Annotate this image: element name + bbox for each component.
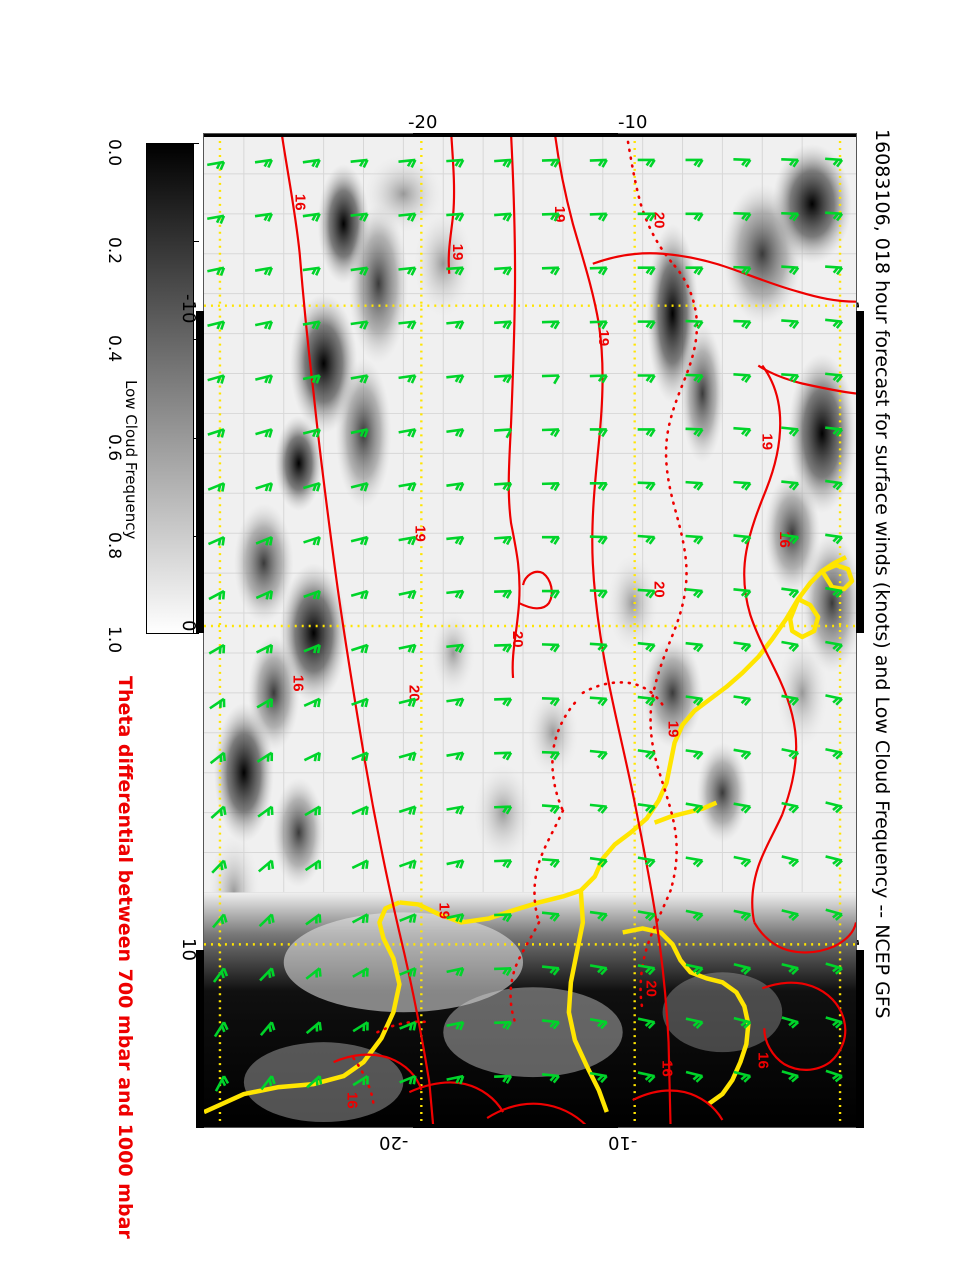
svg-text:16: 16 (344, 1092, 361, 1109)
svg-text:20: 20 (405, 685, 422, 702)
svg-text:19: 19 (595, 330, 612, 347)
axis-bottom-tick-label-0: -20 (379, 1132, 409, 1153)
colorbar-tick-label-2: 0.4 (104, 335, 124, 363)
plot-canvas: 16 19 19 20 19 19 20 20 16 20 16 19 19 1… (204, 134, 856, 1127)
colorbar-tick-label-1: 0.2 (104, 237, 124, 265)
map-gridlines-yellow (204, 134, 856, 1127)
colorbar-tick-label-0: 0.0 (104, 139, 124, 167)
svg-text:16: 16 (290, 675, 307, 692)
colorbar-label: Low Cloud Frequency (122, 380, 140, 540)
colorbar-tick (194, 633, 199, 634)
axis-bottom-bar (413, 1124, 618, 1128)
map-left-edge-bar (196, 311, 204, 633)
svg-text:20: 20 (651, 581, 668, 598)
axis-top-tick-label-1: -10 (618, 112, 648, 133)
weather-map-plot[interactable]: 16 19 19 20 19 19 20 20 16 20 16 19 19 1… (203, 133, 857, 1128)
colorbar-tick-label-3: 0.6 (104, 434, 124, 462)
svg-text:19: 19 (758, 433, 775, 450)
annotation-theta-differential: Theta differential between 700 mbar and … (114, 676, 136, 1239)
svg-text:19: 19 (449, 244, 466, 261)
colorbar-gradient (146, 143, 194, 634)
map-right-edge-bar-lower (856, 950, 864, 1128)
svg-text:19: 19 (435, 902, 452, 919)
svg-text:19: 19 (665, 721, 682, 738)
svg-text:16: 16 (754, 1052, 771, 1069)
contour-labels: 16 19 19 20 19 19 20 20 16 20 16 19 19 1… (290, 194, 793, 1109)
colorbar (146, 143, 199, 634)
svg-text:20: 20 (509, 631, 526, 648)
plot-svg: 16 19 19 20 19 19 20 20 16 20 16 19 19 1… (204, 134, 856, 1127)
colorbar-tick-label-4: 0.8 (104, 532, 124, 560)
axis-bottom-tick-label-1: -10 (608, 1132, 638, 1153)
svg-text:16: 16 (659, 1060, 676, 1077)
theta-contours-solid (280, 134, 856, 1127)
page-title: 16083106, 018 hour forecast for surface … (871, 129, 893, 1019)
coastline (204, 555, 855, 1115)
colorbar-tick (194, 241, 199, 242)
map-left-edge-bar-lower (196, 950, 204, 1128)
map-right-edge-bar (856, 311, 864, 633)
svg-text:20: 20 (651, 212, 668, 229)
axis-top-bar (413, 133, 618, 137)
svg-text:20: 20 (643, 980, 660, 997)
svg-text:16: 16 (292, 194, 309, 211)
colorbar-tick-label-5: 1.0 (104, 626, 124, 654)
colorbar-tick (194, 143, 199, 144)
axis-top-tick-label-0: -20 (408, 112, 438, 133)
